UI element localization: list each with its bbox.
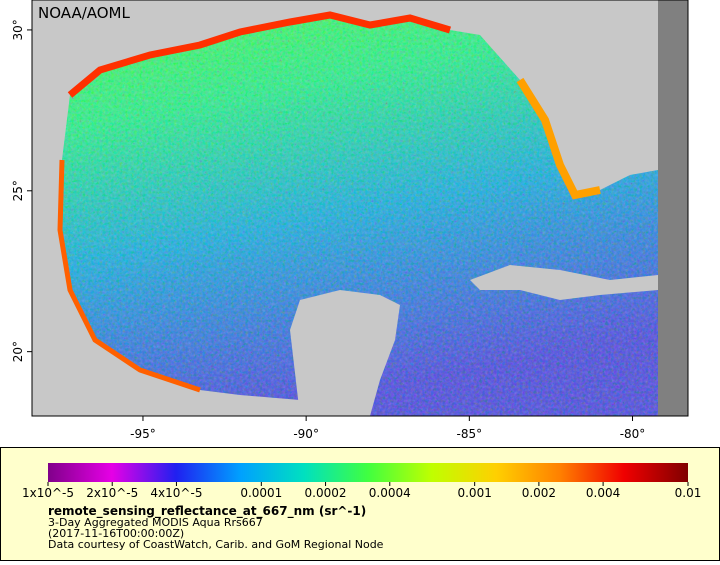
legend-line: 3-Day Aggregated MODIS Aqua Rrs667 — [48, 516, 263, 529]
coastal-high — [516, 77, 601, 200]
colorbar-tick-label: 0.004 — [586, 486, 620, 500]
colorbar — [48, 463, 688, 482]
legend-line: (2017-11-16T00:00:00Z) — [48, 527, 184, 540]
colorbar-tick-label: 0.01 — [675, 486, 702, 500]
colorbar-tick-label: 4x10^-5 — [150, 486, 202, 500]
plot-frame — [31, 0, 689, 417]
colorbar-tick-label: 0.0001 — [240, 486, 282, 500]
no-data-strip — [658, 0, 688, 416]
x-tick-label: -95° — [130, 427, 156, 441]
colorbar-tick-label: 0.001 — [457, 486, 491, 500]
colorbar-tick-label: 0.0004 — [369, 486, 411, 500]
y-tick-label: 20° — [11, 341, 25, 362]
colorbar-tick-label: 0.002 — [522, 486, 556, 500]
yucatan — [290, 290, 400, 416]
legend-title: remote_sensing_reflectance_at_667_nm (sr… — [48, 504, 366, 519]
cuba — [470, 265, 658, 300]
colorbar-tick-label: 0.0002 — [305, 486, 347, 500]
colorbar-tick-label: 1x10^-5 — [22, 486, 74, 500]
coastal-high — [67, 11, 452, 98]
y-tick-label: 25° — [11, 180, 25, 201]
legend-line: Data courtesy of CoastWatch, Carib. and … — [48, 538, 384, 551]
colorbar-tick-label: 2x10^-5 — [86, 486, 138, 500]
x-tick-label: -85° — [457, 427, 483, 441]
coastal-high — [57, 159, 201, 393]
y-tick-label: 30° — [11, 19, 25, 40]
x-tick-label: -90° — [293, 427, 319, 441]
x-tick-label: -80° — [620, 427, 646, 441]
watermark: NOAA/AOML — [38, 4, 131, 22]
